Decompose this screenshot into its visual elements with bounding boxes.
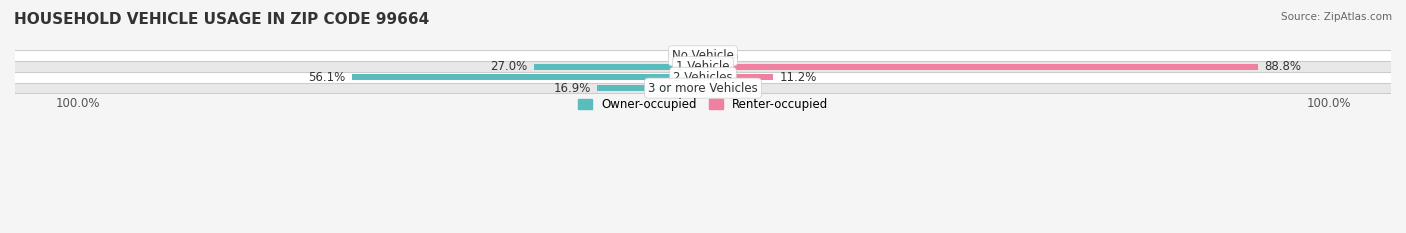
- Text: No Vehicle: No Vehicle: [672, 49, 734, 62]
- Text: 2 Vehicles: 2 Vehicles: [673, 71, 733, 84]
- Text: 56.1%: 56.1%: [308, 71, 346, 84]
- Bar: [703, 64, 1258, 70]
- Bar: [703, 74, 773, 80]
- Text: 0.0%: 0.0%: [709, 82, 740, 95]
- Text: 3 or more Vehicles: 3 or more Vehicles: [648, 82, 758, 95]
- Bar: [598, 85, 703, 91]
- Legend: Owner-occupied, Renter-occupied: Owner-occupied, Renter-occupied: [572, 93, 834, 116]
- Bar: [15, 72, 1391, 83]
- Text: 11.2%: 11.2%: [779, 71, 817, 84]
- Text: 88.8%: 88.8%: [1264, 60, 1302, 73]
- Text: HOUSEHOLD VEHICLE USAGE IN ZIP CODE 99664: HOUSEHOLD VEHICLE USAGE IN ZIP CODE 9966…: [14, 12, 429, 27]
- Text: 0.0%: 0.0%: [709, 49, 740, 62]
- Text: 0.0%: 0.0%: [666, 49, 697, 62]
- Bar: [534, 64, 703, 70]
- Text: Source: ZipAtlas.com: Source: ZipAtlas.com: [1281, 12, 1392, 22]
- Text: 27.0%: 27.0%: [491, 60, 527, 73]
- Bar: [352, 74, 703, 80]
- Bar: [15, 83, 1391, 93]
- Bar: [15, 61, 1391, 72]
- Text: 1 Vehicle: 1 Vehicle: [676, 60, 730, 73]
- Bar: [15, 51, 1391, 61]
- Text: 16.9%: 16.9%: [554, 82, 591, 95]
